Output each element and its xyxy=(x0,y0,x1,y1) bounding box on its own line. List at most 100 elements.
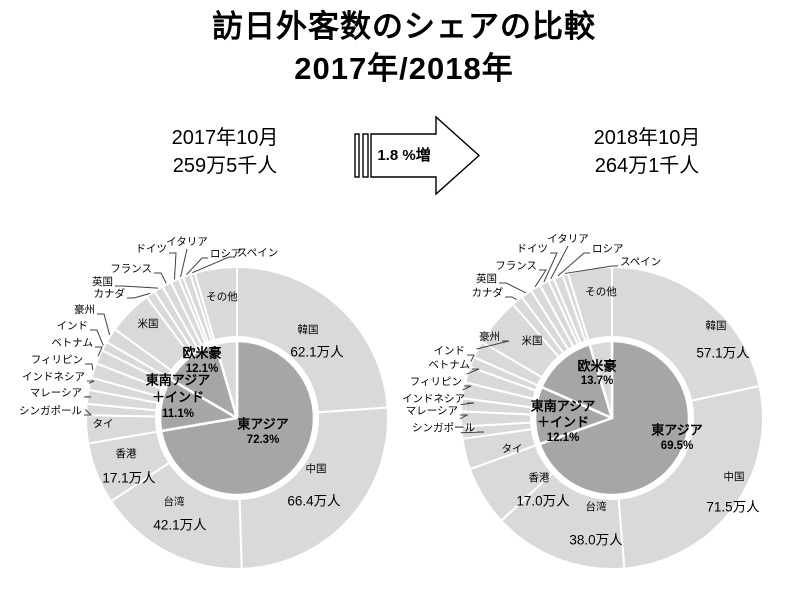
pie-2017-slice-台湾 xyxy=(110,461,243,570)
pie-2018-group-label: ＋インド xyxy=(537,415,589,430)
pie-2017-leader-ベトナム xyxy=(95,346,103,357)
pie-2018-leader-スペイン xyxy=(564,265,618,274)
page-title: 訪日外客数のシェアの比較 2017年/2018年 xyxy=(0,6,808,90)
pie-2018-label-韓国: 韓国 xyxy=(706,320,727,332)
pie-2018-label-米国: 米国 xyxy=(522,334,543,347)
pie-2017-slice-その他 xyxy=(193,266,238,342)
pie-2017-leader-インド xyxy=(90,329,104,346)
pie-2017-group-label: 欧米豪 xyxy=(182,346,221,361)
pie-2017-leader-フランス xyxy=(154,272,167,284)
pie-2017-group-label: 12.1% xyxy=(186,363,219,375)
pie-2017-label-米国: 米国 xyxy=(138,317,159,330)
pie-2017-label-香港: 香港 xyxy=(116,448,137,460)
pie-2018-group-東アジア xyxy=(538,339,691,497)
pie-2017-label-マレーシア: マレーシア xyxy=(30,387,82,399)
pie-2018-label-フランス: フランス xyxy=(495,260,537,272)
pie-2018-group-その他 xyxy=(588,339,614,420)
pie-2018-slice-韓国 xyxy=(611,266,761,402)
pie-2018-slice-中国 xyxy=(617,384,764,570)
pie-2017-label-タイ: タイ xyxy=(93,418,114,430)
pie-2017-leader-英国 xyxy=(115,285,159,289)
pie-2017-label-豪州: 豪州 xyxy=(74,303,95,316)
pie-2018-label-ロシア: ロシア xyxy=(592,243,624,255)
pie-2017-label-ドイツ: ドイツ xyxy=(136,243,168,255)
pie-2018-leader-カナダ xyxy=(505,296,517,301)
period-2017-date: 2017年10月 xyxy=(171,127,279,149)
pie-2017-leader-ドイツ xyxy=(169,252,177,280)
pie-2018-label-38.0万人: 38.0万人 xyxy=(569,533,623,548)
pie-2017-label-フランス: フランス xyxy=(110,263,152,275)
pie-2017-label-台湾: 台湾 xyxy=(164,495,185,508)
pie-2017-label-英国: 英国 xyxy=(92,275,113,288)
pie-2018-group-label: 12.1% xyxy=(547,432,580,444)
pie-2017-leader-インドネシア xyxy=(87,380,95,384)
pie-2018-group-label: 69.5% xyxy=(661,440,694,452)
pie-2018-leader-インドネシア xyxy=(460,402,475,406)
arrow-stripe-1 xyxy=(354,133,360,178)
pie-2018-label-英国: 英国 xyxy=(476,272,497,285)
pie-2018-label-カナダ: カナダ xyxy=(472,286,504,299)
page-title-line2: 2017年/2018年 xyxy=(294,51,514,86)
increase-arrow: 1.8 %増 xyxy=(354,115,481,196)
pie-2018-slice-その他 xyxy=(567,266,613,342)
pie-2018-label-中国: 中国 xyxy=(724,470,745,483)
pie-2018-label-インド: インド xyxy=(434,345,466,357)
pie-2018-label-フィリピン: フィリピン xyxy=(410,376,462,388)
period-2017-total: 259万5千人 xyxy=(172,155,278,177)
pie-2017-leader-フィリピン xyxy=(85,363,94,371)
pie-2018-label-スペイン: スペイン xyxy=(620,256,661,268)
pie-2017-leader-シンガポール xyxy=(84,409,93,416)
pie-2018-label-シンガポール: シンガポール xyxy=(412,422,475,434)
pie-2018-label-香港: 香港 xyxy=(529,472,550,484)
pie-2017-label-17.1万人: 17.1万人 xyxy=(102,471,156,486)
pie-2018-group-label: 欧米豪 xyxy=(577,359,616,374)
pie-2018-label-71.5万人: 71.5万人 xyxy=(706,500,760,515)
pie-2017-group-label: 東アジア xyxy=(237,417,288,432)
pie-2018-label-台湾: 台湾 xyxy=(586,500,607,513)
pie-2017-label-66.4万人: 66.4万人 xyxy=(287,494,341,509)
pie-2018-leader-フィリピン xyxy=(462,385,472,391)
pie-2018-leader-豪州 xyxy=(476,340,510,350)
pie-2017-label-インドネシア: インドネシア xyxy=(22,371,85,383)
arrow-label: 1.8 %増 xyxy=(377,146,430,164)
pie-2017-group-その他 xyxy=(214,339,239,420)
pie-2018-label-イタリア: イタリア xyxy=(547,233,589,245)
pie-2017-leader-スペイン xyxy=(192,256,235,274)
pie-2017-slice-韓国 xyxy=(236,266,389,414)
period-2018: 2018年10月 264万1千人 xyxy=(537,124,757,180)
pie-2017-group-label: 72.3% xyxy=(247,434,280,446)
pie-2017-label-42.1万人: 42.1万人 xyxy=(153,518,207,533)
pie-2018-leader-イタリア xyxy=(550,245,569,280)
pie-2018-label-その他: その他 xyxy=(585,285,617,298)
pie-2018-leader-シンガポール xyxy=(460,431,485,434)
pie-2018-label-ベトナム: ベトナム xyxy=(428,359,470,371)
pie-2017-group-label: 東南アジア xyxy=(146,373,210,388)
pie-2018-leader-フランス xyxy=(534,269,547,288)
pie-2017-group-label: 11.1% xyxy=(162,408,194,420)
pie-charts-canvas: 東アジア72.3%東南アジア＋インド11.1%欧米豪12.1%韓国62.1万人中… xyxy=(19,233,764,570)
pie-2018-label-ドイツ: ドイツ xyxy=(517,243,549,255)
pie-2018-leader-ベトナム xyxy=(466,368,480,375)
pie-2017-leader-カナダ xyxy=(127,292,151,299)
pie-2017-leader-イタリア xyxy=(180,248,188,277)
pie-2018-group-label: 13.7% xyxy=(581,375,614,387)
pie-2018-group-label: 東アジア xyxy=(651,423,702,438)
pie-2018-label-17.0万人: 17.0万人 xyxy=(516,494,570,509)
pie-2018-label-豪州: 豪州 xyxy=(479,330,500,343)
pie-2018-label-インドネシア: インドネシア xyxy=(402,393,465,405)
period-2017: 2017年10月 259万5千人 xyxy=(115,124,335,180)
period-2018-date: 2018年10月 xyxy=(593,127,701,149)
page-title-line1: 訪日外客数のシェアの比較 xyxy=(212,9,596,44)
pie-2017-label-カナダ: カナダ xyxy=(94,287,126,300)
pie-2017-label-その他: その他 xyxy=(206,290,238,303)
pie-2017-label-ベトナム: ベトナム xyxy=(51,337,93,349)
pie-2017-leader-ロシア xyxy=(186,257,208,276)
pie-2017-label-中国: 中国 xyxy=(306,462,327,475)
pie-2018-leader-ロシア xyxy=(557,252,590,277)
pie-2018-leader-マレーシア xyxy=(459,414,469,420)
pie-2017-label-韓国: 韓国 xyxy=(298,324,319,336)
pie-2017-label-インド: インド xyxy=(57,320,89,332)
right-arrow-icon xyxy=(370,115,481,196)
pie-2018-leader-ドイツ xyxy=(543,252,558,283)
